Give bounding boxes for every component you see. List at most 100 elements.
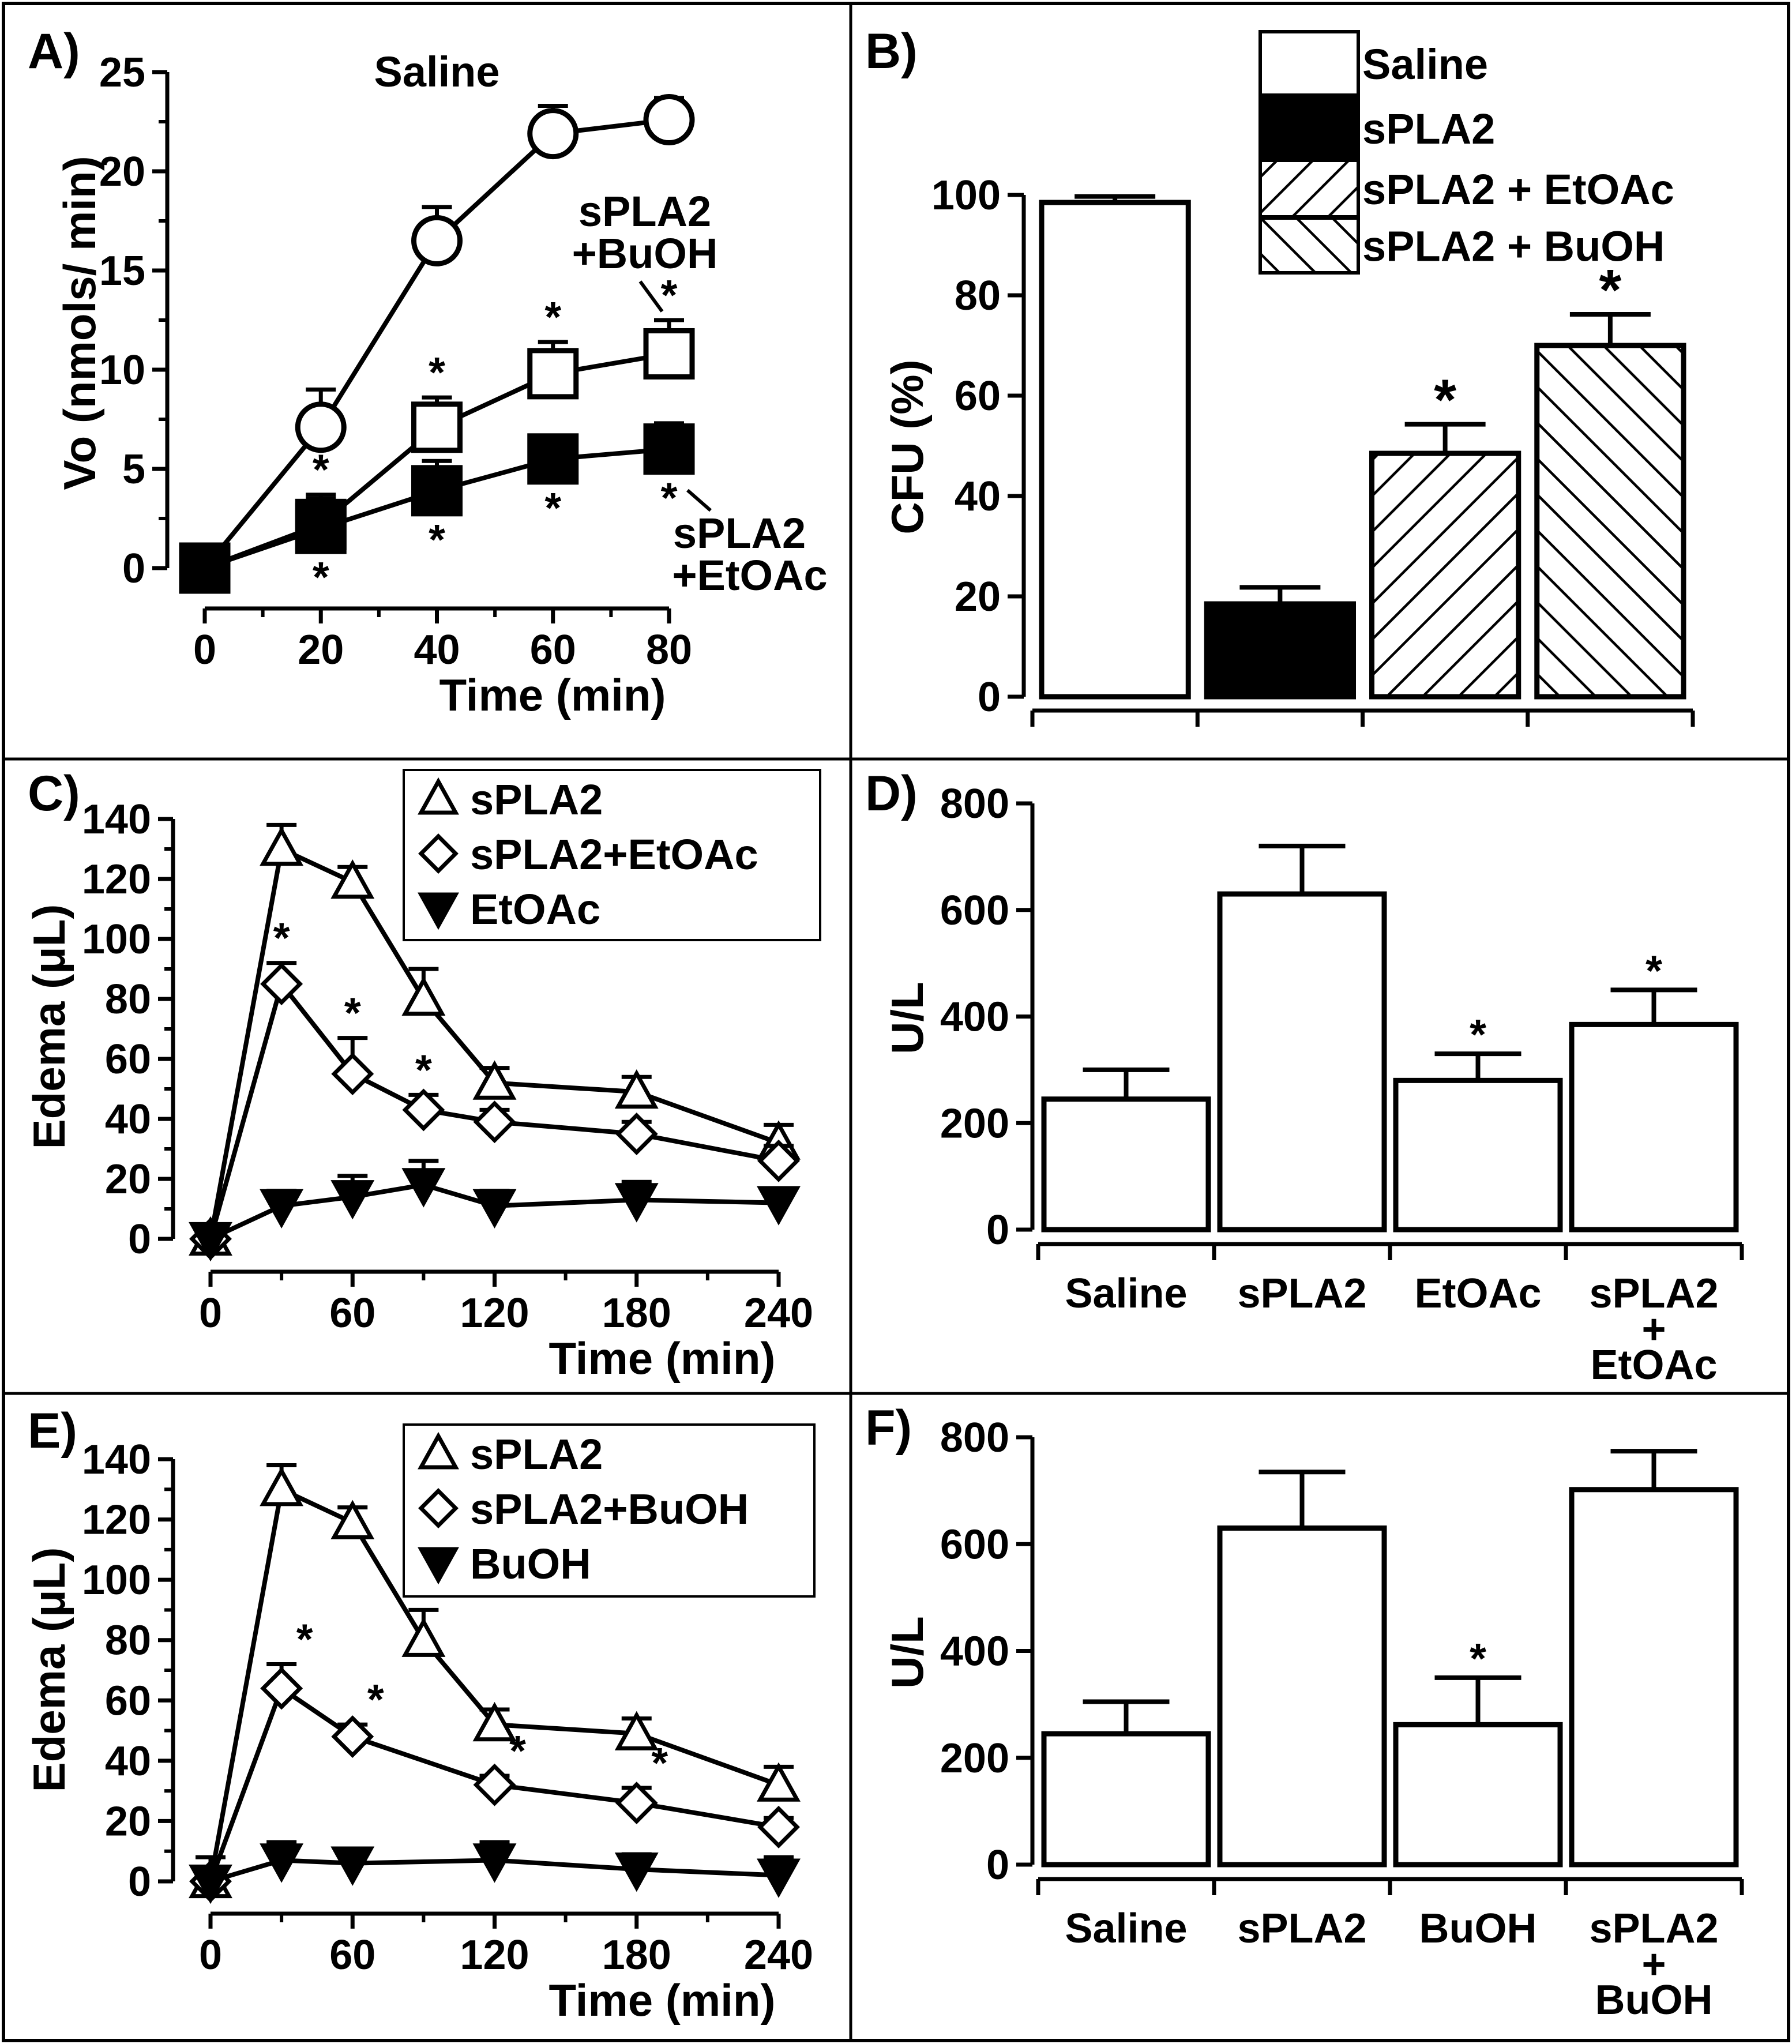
significance-star: * (544, 484, 561, 532)
y-tick-label: 120 (82, 1497, 151, 1543)
significance-star: * (1599, 258, 1621, 322)
data-point (295, 401, 347, 453)
x-axis-label: Time (min) (549, 1975, 776, 2026)
legend-swatch (1258, 30, 1360, 97)
data-point (643, 423, 695, 475)
panel-label: B) (865, 24, 918, 79)
data-point (260, 826, 304, 866)
data-point (418, 892, 459, 930)
data-point (615, 1113, 658, 1155)
y-tick-label: 80 (105, 976, 151, 1023)
y-tick-label: 100 (82, 916, 151, 963)
category-label: EtOAc (1590, 1342, 1717, 1388)
bar (1204, 601, 1356, 700)
y-axis-label: Edema (μL) (24, 904, 74, 1149)
x-tick-label: 80 (646, 627, 692, 673)
significance-star: * (509, 1727, 526, 1775)
x-tick-label: 120 (460, 1932, 529, 1978)
category-label: sPLA2 (1589, 1906, 1718, 1952)
category-label: + (1641, 1941, 1666, 1987)
data-point (260, 1843, 304, 1883)
x-tick-label: 120 (460, 1290, 529, 1336)
x-tick-label: 240 (744, 1932, 813, 1978)
data-point (260, 1467, 304, 1506)
bar (1393, 1722, 1563, 1868)
category-label: sPLA2 (1237, 1906, 1366, 1952)
legend-label: sPLA2+EtOAc (470, 831, 758, 878)
data-point (260, 1189, 304, 1229)
panel-b: B) 0 20 40 60 80 100 * * CFU (%) Saline sPLA2 sPLA2 … (865, 24, 1695, 727)
y-tick-label: 200 (940, 1100, 1009, 1147)
data-point (260, 963, 303, 1005)
series-label: Saline (374, 48, 500, 96)
data-point (418, 1488, 459, 1528)
y-tick-label: 200 (940, 1735, 1009, 1782)
bar (1041, 1096, 1211, 1233)
y-tick-label: 40 (955, 474, 1001, 520)
series-buoh (189, 1840, 801, 1904)
data-point (179, 542, 231, 594)
significance-star: * (367, 1675, 384, 1723)
data-point (757, 1805, 800, 1848)
bar (1369, 450, 1521, 700)
series-etoac (189, 1159, 801, 1262)
data-point (418, 1431, 459, 1470)
y-tick-label: 600 (940, 1521, 1009, 1568)
significance-star: * (661, 271, 678, 319)
series-spla2--etoac: * * * * (179, 421, 695, 601)
y-axis-label: Vo (nmols/ min) (54, 156, 105, 490)
x-tick-label: 40 (414, 627, 460, 673)
significance-star: * (1470, 1010, 1486, 1058)
data-point (757, 1186, 801, 1226)
y-tick-label: 20 (955, 574, 1001, 620)
legend-label: sPLA2 (470, 776, 603, 824)
series-line (209, 1858, 779, 1884)
x-tick-label: 240 (744, 1290, 813, 1336)
y-tick-label: 0 (128, 1216, 151, 1263)
data-point (615, 1782, 658, 1825)
x-tick-label: 20 (298, 627, 344, 673)
y-tick-label: 5 (122, 446, 145, 493)
y-tick-label: 140 (82, 1437, 151, 1483)
data-point (330, 1180, 375, 1220)
y-tick-label: 0 (122, 546, 145, 592)
y-tick-label: 400 (940, 994, 1009, 1040)
data-point (402, 1088, 445, 1132)
category-label: sPLA2 (1237, 1271, 1366, 1317)
legend: sPLA2 sPLA2+EtOAc EtOAc (403, 769, 821, 941)
x-tick-label: 180 (602, 1290, 671, 1336)
y-tick-label: 60 (105, 1036, 151, 1083)
category-label: sPLA2 (1589, 1271, 1718, 1317)
data-point (643, 328, 695, 380)
significance-star: * (296, 1615, 313, 1663)
data-point (614, 1183, 659, 1223)
data-point (189, 1864, 232, 1904)
series-label: sPLA2 (578, 187, 711, 235)
series-line (208, 1685, 779, 1883)
legend-label: sPLA2 (470, 1430, 603, 1478)
data-point (757, 1858, 801, 1898)
y-tick-label: 600 (940, 888, 1009, 934)
series-label: +EtOAc (672, 551, 827, 599)
annotation-pointer (686, 489, 712, 512)
significance-star: * (1646, 946, 1662, 994)
data-point (330, 1846, 375, 1886)
data-point (418, 1547, 459, 1585)
data-point (614, 1711, 659, 1750)
bar (1393, 1077, 1563, 1233)
data-point (331, 1715, 374, 1758)
panel-label: F) (865, 1400, 912, 1456)
y-tick-label: 60 (105, 1678, 151, 1724)
x-axis-label: Time (min) (439, 670, 666, 720)
data-point (527, 348, 579, 400)
y-tick-label: 20 (105, 1798, 151, 1844)
y-tick-label: 20 (105, 1156, 151, 1203)
x-tick-label: 0 (199, 1932, 222, 1978)
y-axis-label: CFU (%) (882, 359, 933, 534)
significance-star: * (429, 516, 445, 563)
